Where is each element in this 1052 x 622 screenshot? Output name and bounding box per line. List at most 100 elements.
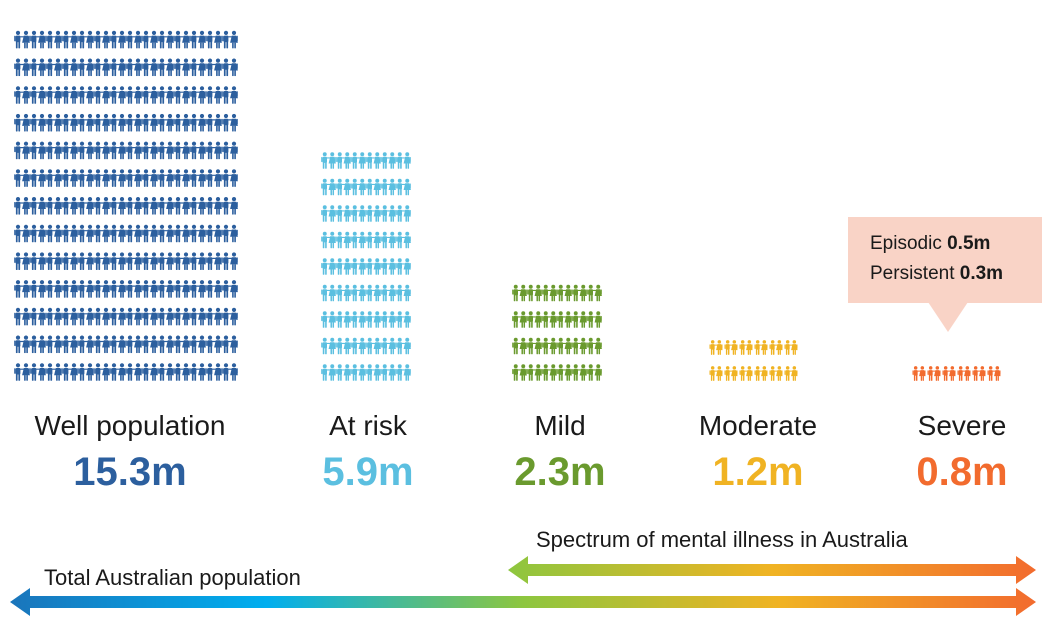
person-icon: [739, 340, 753, 355]
person-icon: [527, 337, 542, 355]
category-value-at-risk: 5.9m: [322, 450, 414, 494]
person-icon: [769, 340, 783, 355]
person-icon: [158, 252, 174, 270]
person-icon: [78, 280, 94, 298]
person-icon: [158, 30, 174, 49]
person-icon: [142, 169, 158, 187]
person-icon: [110, 224, 126, 243]
person-icon: [30, 141, 46, 160]
person-icon: [62, 197, 78, 215]
person-icon: [222, 86, 238, 104]
person-icon: [158, 113, 174, 132]
person-icon: [222, 252, 238, 270]
person-icon: [94, 113, 110, 132]
person-icon: [110, 280, 126, 298]
person-icon: [142, 113, 158, 132]
person-icon: [158, 335, 174, 354]
person-icon: [174, 86, 190, 104]
severe-breakdown-callout: Episodic 0.5m Persistent 0.3m: [848, 217, 1042, 303]
person-icon: [14, 169, 30, 187]
person-icon: [110, 307, 126, 326]
person-icon: [572, 311, 587, 328]
person-icon: [206, 335, 222, 354]
person-icon: [709, 366, 723, 381]
person-icon: [512, 311, 527, 328]
person-icon: [30, 307, 46, 326]
person-icon: [190, 363, 206, 381]
icon-group-severe: [912, 366, 1001, 381]
person-icon: [46, 280, 62, 298]
person-icon: [126, 252, 142, 270]
person-icon: [206, 58, 222, 77]
person-icon: [78, 252, 94, 270]
person-icon: [190, 252, 206, 270]
callout-persistent-label: Persistent: [870, 263, 955, 284]
person-icon: [351, 231, 366, 249]
person-icon: [78, 141, 94, 160]
person-icon: [222, 30, 238, 49]
person-icon: [972, 366, 986, 381]
person-icon: [222, 197, 238, 215]
person-icon: [222, 280, 238, 298]
person-icon: [30, 224, 46, 243]
person-icon: [110, 113, 126, 132]
person-icon: [94, 335, 110, 354]
person-icon: [158, 224, 174, 243]
person-icon: [572, 364, 587, 381]
person-icon: [30, 363, 46, 381]
category-label-at-risk: At risk: [329, 410, 407, 441]
person-icon: [174, 58, 190, 77]
person-icon: [110, 363, 126, 381]
icon-group-at-risk: [321, 152, 411, 381]
person-icon: [62, 280, 78, 298]
person-icon: [366, 231, 381, 249]
person-icon: [366, 284, 381, 302]
person-icon: [784, 340, 798, 355]
person-icon: [336, 205, 351, 222]
person-icon: [30, 169, 46, 187]
icon-groups: [14, 30, 1001, 381]
person-icon: [110, 86, 126, 104]
person-icon: [110, 197, 126, 215]
callout-tail: [928, 302, 968, 332]
person-icon: [557, 364, 572, 381]
person-icon: [321, 205, 336, 222]
person-icon: [14, 280, 30, 298]
person-icon: [142, 197, 158, 215]
person-icon: [142, 141, 158, 160]
person-icon: [366, 364, 381, 381]
person-icon: [222, 335, 238, 354]
person-icon: [190, 141, 206, 160]
person-icon: [142, 363, 158, 381]
person-icon: [351, 284, 366, 302]
person-icon: [381, 178, 396, 196]
person-icon: [381, 205, 396, 222]
person-icon: [321, 231, 336, 249]
person-icon: [527, 364, 542, 381]
person-icon: [957, 366, 971, 381]
person-icon: [94, 169, 110, 187]
person-icon: [206, 252, 222, 270]
person-icon: [14, 141, 30, 160]
person-icon: [174, 141, 190, 160]
person-icon: [587, 337, 602, 355]
person-icon: [336, 364, 351, 381]
person-icon: [126, 280, 142, 298]
person-icon: [46, 224, 62, 243]
person-icon: [158, 58, 174, 77]
person-icon: [206, 141, 222, 160]
person-icon: [366, 311, 381, 328]
person-icon: [94, 280, 110, 298]
person-icon: [78, 363, 94, 381]
person-icon: [336, 258, 351, 275]
person-icon: [62, 113, 78, 132]
person-icon: [158, 280, 174, 298]
person-icon: [190, 169, 206, 187]
person-icon: [587, 311, 602, 328]
person-icon: [94, 363, 110, 381]
person-icon: [78, 30, 94, 49]
person-icon: [321, 258, 336, 275]
person-icon: [396, 178, 411, 196]
person-icon: [321, 178, 336, 196]
